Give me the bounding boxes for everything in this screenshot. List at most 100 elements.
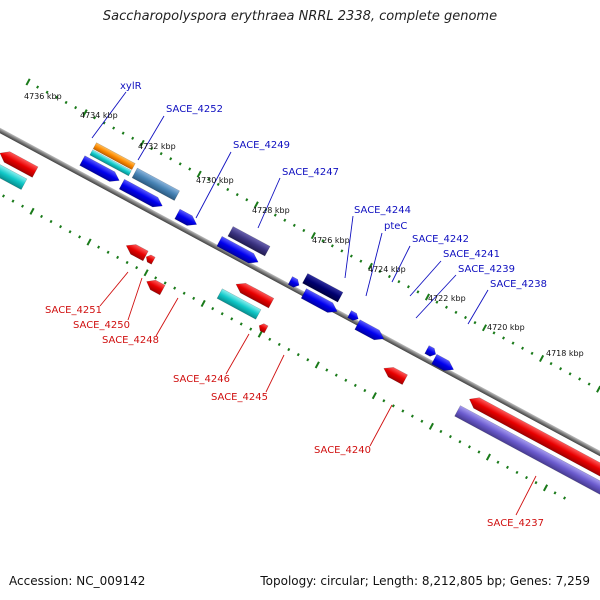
scale-tick-mark	[226, 187, 230, 192]
gene-feature	[354, 319, 385, 341]
gene-feature	[79, 155, 120, 182]
genome-summary-text: Topology: circular; Length: 8,212,805 bp…	[260, 574, 590, 588]
scale-tick-mark	[587, 382, 591, 386]
scale-tick-mark	[235, 193, 239, 197]
scale-tick-label: 4728 kbp	[252, 206, 290, 215]
gene-feature	[300, 288, 338, 313]
gene-feature	[216, 236, 259, 264]
gene-label-forward: SACE_4252	[166, 104, 223, 115]
scale-tick-mark	[563, 496, 567, 500]
scale-tick-mark	[420, 419, 424, 423]
scale-tick-mark	[349, 254, 353, 258]
scale-tick-mark	[45, 90, 49, 94]
gene-label-forward: pteC	[384, 221, 407, 232]
gene-feature	[347, 310, 359, 321]
gene-features	[0, 142, 600, 498]
scale-tick-mark	[283, 218, 287, 222]
scale-tick-mark	[116, 255, 120, 260]
scale-tick-mark	[245, 198, 249, 202]
leader-line	[409, 260, 442, 297]
scale-tick-mark	[363, 388, 367, 393]
scale-tick-mark	[410, 414, 414, 418]
scale-tick-mark	[220, 312, 224, 316]
leader-line	[515, 475, 537, 516]
scale-tick-mark	[216, 182, 220, 186]
gene-label-forward: SACE_4238	[490, 279, 547, 290]
scale-tick-mark	[568, 372, 572, 376]
scale-tick-mark	[273, 213, 277, 217]
scale-tick-mark	[424, 293, 430, 301]
leader-line	[344, 215, 354, 279]
scale-tick-mark	[211, 306, 215, 311]
gene-feature	[118, 178, 163, 208]
gene-feature	[469, 397, 600, 486]
genome-backbone	[0, 90, 600, 494]
gene-feature	[146, 279, 166, 296]
scale-tick-mark	[21, 204, 25, 208]
scale-tick-mark	[239, 322, 243, 326]
scale-tick-mark	[40, 214, 44, 219]
scale-tick-mark	[463, 315, 467, 320]
scale-tick-labels: 4736 kbp 4734 kbp 4732 kbp 4730 kbp 4728 kbp…	[24, 92, 584, 358]
gene-feature	[216, 288, 262, 320]
scale-tick-mark	[391, 404, 395, 408]
leader-line	[91, 91, 127, 139]
scale-tick-mark	[559, 367, 563, 371]
gene-label-forward: SACE_4247	[282, 167, 339, 178]
scale-tick-mark	[112, 126, 116, 130]
scale-tick-label: 4722 kbp	[428, 294, 466, 303]
gene-feature	[0, 151, 39, 178]
accession-text: Accession: NC_009142	[9, 574, 146, 588]
gene-feature	[125, 244, 149, 262]
scale-tick-mark	[11, 199, 15, 203]
scale-tick-mark	[169, 157, 173, 161]
scale-tick-mark	[178, 162, 182, 166]
scale-tick-mark	[287, 347, 291, 352]
scale-tick-mark	[325, 368, 329, 372]
scale-tick-mark	[382, 399, 386, 403]
gene-label-forward: SACE_4249	[233, 140, 290, 151]
leader-line	[365, 232, 383, 297]
scale-tick-mark	[596, 385, 600, 393]
scale-ticks-lower	[1, 194, 567, 500]
scale-tick-mark	[257, 330, 263, 338]
scale-tick-mark	[314, 361, 320, 369]
gene-label-forward: SACE_4242	[412, 234, 469, 245]
gene-label-forward: xylR	[120, 81, 142, 92]
scale-tick-mark	[525, 475, 528, 480]
scale-tick-mark	[467, 445, 471, 449]
gene-feature	[431, 353, 454, 371]
scale-tick-mark	[173, 286, 177, 290]
scale-tick-mark	[207, 177, 211, 181]
label-leader-lines	[91, 91, 537, 516]
scale-tick-mark	[539, 354, 545, 363]
scale-tick-mark	[481, 324, 488, 332]
scale-tick-mark	[553, 491, 557, 495]
gene-feature	[258, 323, 269, 334]
scale-tick-mark	[102, 121, 106, 125]
scale-tick-mark	[387, 274, 391, 279]
scale-tick-mark	[578, 377, 582, 381]
scale-tick-mark	[292, 223, 296, 227]
scale-tick-mark	[121, 131, 125, 135]
scale-tick-mark	[68, 230, 72, 234]
scale-tick-mark	[64, 100, 68, 105]
gene-feature	[174, 208, 198, 226]
scale-tick-mark	[435, 300, 439, 304]
leader-line	[195, 151, 232, 219]
scale-tick-mark	[330, 244, 334, 248]
scale-tick-mark	[36, 85, 40, 89]
leader-line	[127, 277, 143, 321]
scale-tick-mark	[74, 105, 78, 110]
scale-tick-mark	[505, 465, 509, 469]
scale-tick-label: 4734 kbp	[80, 111, 118, 120]
scale-tick-mark	[473, 321, 477, 325]
scale-tick-mark	[302, 228, 306, 233]
scale-tick-mark	[416, 290, 420, 294]
scale-tick-mark	[192, 296, 196, 300]
leader-line	[99, 271, 129, 307]
scale-tick-mark	[182, 291, 186, 295]
gene-label-forward: SACE_4239	[458, 264, 515, 275]
scale-tick-mark	[296, 353, 300, 357]
